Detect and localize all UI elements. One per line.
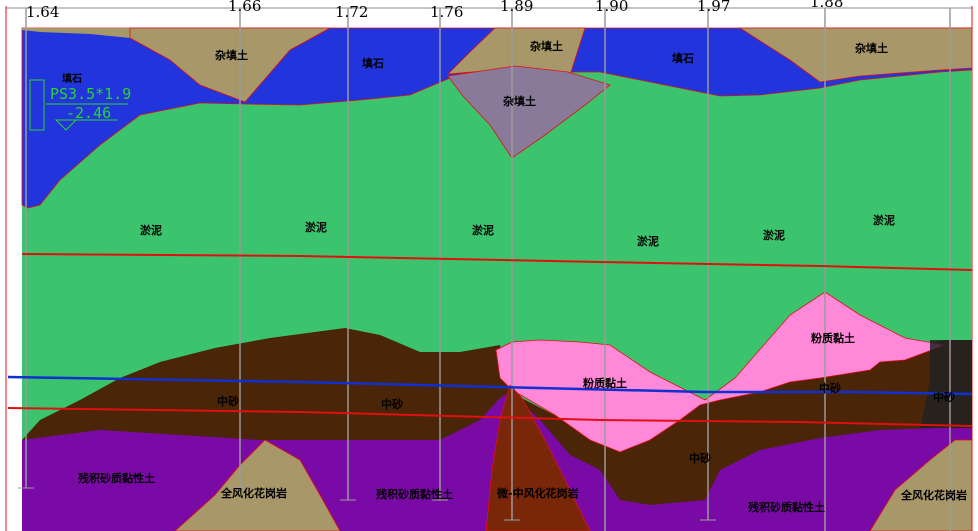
layer-label: 填石: [362, 56, 384, 70]
legend-elevation: -2.46: [66, 104, 111, 122]
tick-label: 1.89: [500, 0, 533, 15]
water-level-line: [7, 375, 973, 396]
layer-label: 中砂: [217, 394, 239, 408]
layer-label: 粉质黏土: [583, 376, 627, 390]
layer-label: 填石: [672, 51, 694, 65]
borehole-feet: [18, 487, 716, 521]
legend-box: [29, 79, 45, 131]
tick-label: 1.88: [810, 0, 843, 11]
fill-wedge-a: [22, 28, 160, 40]
tick-label: 1.97: [697, 0, 730, 15]
layer-label: 杂填土: [215, 48, 248, 62]
legend-code: PS3.5*1.9: [50, 85, 131, 103]
layer-label: 全风化花岗岩: [220, 486, 287, 500]
tick-label: 1.76: [430, 3, 463, 21]
tick-label: 1.64: [26, 3, 59, 21]
granite-wedge-right: [869, 439, 973, 531]
tick-label: 1.72: [335, 3, 368, 21]
legend-title: 填石: [62, 72, 82, 85]
layer-label: 杂填土: [855, 41, 888, 55]
layer-label: 杂填土: [503, 94, 536, 108]
layer-label: 淤泥: [305, 220, 327, 234]
pink-clay-layer: [495, 291, 947, 453]
gray-fill-wedge: [447, 65, 611, 159]
red-line-upper: [21, 253, 973, 271]
fill-wedge-b: [129, 27, 331, 103]
layer-label: 淤泥: [873, 213, 895, 227]
layer-label: 杂填土: [530, 39, 563, 53]
layer-label: 中砂: [689, 451, 711, 465]
layer-label: 淤泥: [140, 223, 162, 237]
layer-label: 淤泥: [472, 223, 494, 237]
layer-label: 残积砂质黏性土: [748, 500, 825, 514]
dark-block: [920, 340, 972, 430]
legend-block: 填石 PS3.5*1.9 -2.46: [29, 72, 131, 131]
layer-label: 淤泥: [637, 234, 659, 248]
layer-label: 粉质黏土: [811, 331, 855, 345]
layer-label: 中砂: [933, 390, 955, 404]
tick-label: 1.90: [595, 0, 628, 15]
layer-label: 微-中风化花岗岩: [496, 486, 579, 500]
layer-label: 全风化花岗岩: [900, 488, 967, 502]
red-line-lower: [7, 407, 973, 427]
layer-label: 中砂: [819, 381, 841, 395]
layer-label: 残积砂质黏性土: [78, 471, 155, 485]
fill-wedge-d: [738, 27, 973, 83]
layer-label: 淤泥: [763, 228, 785, 242]
layer-label: 中砂: [381, 397, 403, 411]
layer-label: 残积砂质黏性土: [376, 487, 453, 501]
tick-label: 1.66: [228, 0, 261, 15]
granite-wedge-left: [174, 439, 341, 531]
